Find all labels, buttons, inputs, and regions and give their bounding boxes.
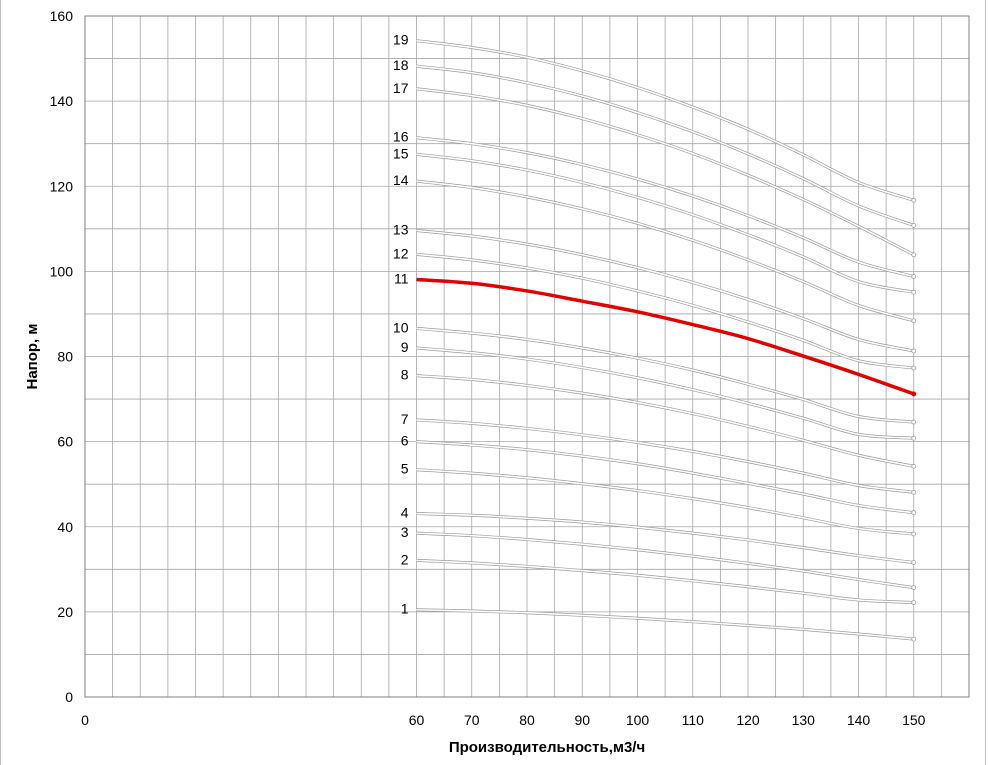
curve-label-9: 9	[401, 339, 409, 355]
curve-label-5: 5	[401, 461, 409, 477]
x-tick-label: 130	[792, 712, 816, 728]
y-tick-label: 60	[57, 434, 73, 450]
y-axis-title: Напор, м	[24, 324, 41, 390]
curve-end-point	[911, 274, 917, 279]
plot-border	[84, 15, 970, 698]
curve-15	[416, 153, 914, 294]
curve-label-15: 15	[393, 145, 409, 161]
y-tick-label: 0	[65, 689, 73, 705]
curve-14	[416, 180, 914, 322]
curve-end-point	[911, 463, 917, 469]
curve-2	[416, 559, 914, 604]
curve-end-point	[911, 391, 917, 397]
curve-label-19: 19	[393, 32, 409, 48]
curve-label-17: 17	[393, 80, 409, 96]
curve-label-6: 6	[401, 433, 409, 449]
curve-end-point	[911, 560, 917, 565]
y-tick-label: 160	[50, 8, 74, 24]
curves	[416, 39, 917, 642]
curve-10	[416, 327, 914, 423]
curve-label-10: 10	[393, 319, 409, 335]
curve-6	[416, 440, 914, 514]
curve-label-14: 14	[393, 172, 409, 188]
curve-end-point	[911, 252, 917, 258]
curve-18	[416, 65, 915, 227]
curve-label-18: 18	[393, 57, 409, 73]
curve-label-1: 1	[401, 601, 409, 617]
y-tick-label: 40	[57, 519, 73, 535]
curve-end-point	[911, 510, 917, 516]
curve-4	[416, 512, 914, 564]
x-tick-label: 70	[464, 712, 480, 728]
x-tick-label: 120	[736, 712, 760, 728]
curve-label-11: 11	[394, 270, 409, 286]
curve-9	[416, 347, 914, 440]
curve-5	[416, 468, 914, 535]
y-tick-label: 20	[57, 604, 73, 620]
curve-end-point	[911, 600, 917, 605]
curve-label-16: 16	[393, 129, 409, 145]
curve-label-3: 3	[401, 524, 409, 540]
curve-11-highlighted	[416, 277, 915, 396]
curve-end-point	[911, 435, 917, 441]
curve-end-point	[911, 289, 917, 295]
y-tick-label: 100	[50, 263, 74, 279]
curve-end-point	[911, 489, 917, 495]
curve-end-point	[911, 197, 917, 203]
curve-16	[416, 136, 914, 278]
curve-end-point	[911, 318, 917, 324]
curve-3	[416, 532, 914, 589]
curve-8	[416, 374, 914, 468]
y-tick-label: 140	[50, 93, 74, 109]
x-tick-label: 150	[902, 712, 926, 728]
curve-label-8: 8	[401, 367, 409, 383]
curve-end-point	[911, 585, 917, 591]
curve-12	[416, 253, 914, 369]
y-tick-label: 80	[57, 349, 73, 365]
curve-13	[416, 229, 914, 352]
curve-17	[416, 87, 915, 256]
x-tick-label: 60	[409, 712, 425, 728]
curve-19	[416, 39, 914, 202]
curve-end-point	[911, 419, 917, 425]
x-tick-label: 80	[519, 712, 535, 728]
curve-end-point	[911, 223, 917, 228]
x-tick-label: 140	[847, 712, 871, 728]
x-axis-title: Производительность,м3/ч	[449, 739, 645, 756]
curve-label-4: 4	[401, 505, 409, 521]
x-tick-label: 100	[626, 712, 650, 728]
x-tick-label: 90	[574, 712, 590, 728]
curve-1	[416, 608, 914, 640]
curve-label-7: 7	[401, 411, 409, 427]
curve-label-12: 12	[393, 245, 409, 261]
curve-end-point	[911, 636, 917, 642]
x-tick-label: 110	[682, 712, 705, 728]
curve-label-13: 13	[393, 222, 409, 238]
y-tick-label: 120	[50, 178, 74, 194]
x-tick-label: 0	[81, 712, 89, 728]
curve-label-2: 2	[401, 551, 409, 567]
curve-end-point	[911, 531, 917, 537]
grid	[85, 16, 969, 697]
curve-end-point	[911, 348, 917, 354]
curve-7	[416, 419, 914, 494]
curve-end-point	[911, 365, 917, 371]
